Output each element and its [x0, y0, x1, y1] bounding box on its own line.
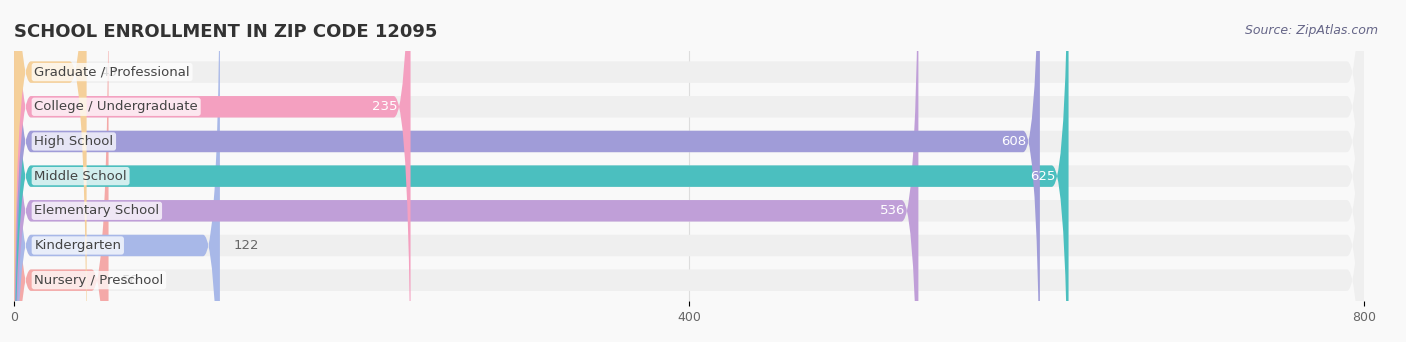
Text: Kindergarten: Kindergarten: [34, 239, 121, 252]
FancyBboxPatch shape: [14, 0, 1364, 342]
FancyBboxPatch shape: [14, 0, 1364, 342]
FancyBboxPatch shape: [14, 0, 1364, 342]
Text: SCHOOL ENROLLMENT IN ZIP CODE 12095: SCHOOL ENROLLMENT IN ZIP CODE 12095: [14, 23, 437, 41]
FancyBboxPatch shape: [14, 0, 1069, 342]
FancyBboxPatch shape: [14, 0, 1364, 342]
Text: Elementary School: Elementary School: [34, 204, 159, 217]
FancyBboxPatch shape: [14, 0, 1364, 342]
Text: High School: High School: [34, 135, 114, 148]
Text: 56: 56: [122, 274, 139, 287]
Text: 43: 43: [100, 66, 117, 79]
Text: Source: ZipAtlas.com: Source: ZipAtlas.com: [1244, 24, 1378, 37]
FancyBboxPatch shape: [14, 0, 219, 342]
Text: 625: 625: [1029, 170, 1054, 183]
FancyBboxPatch shape: [14, 0, 87, 342]
FancyBboxPatch shape: [14, 0, 1364, 342]
Text: 608: 608: [1001, 135, 1026, 148]
Text: Graduate / Professional: Graduate / Professional: [34, 66, 190, 79]
Text: 122: 122: [233, 239, 259, 252]
FancyBboxPatch shape: [14, 0, 1364, 342]
FancyBboxPatch shape: [14, 0, 411, 342]
FancyBboxPatch shape: [14, 0, 108, 342]
Text: Nursery / Preschool: Nursery / Preschool: [34, 274, 163, 287]
Text: 235: 235: [371, 100, 396, 113]
FancyBboxPatch shape: [14, 0, 918, 342]
Text: 536: 536: [880, 204, 905, 217]
Text: College / Undergraduate: College / Undergraduate: [34, 100, 198, 113]
Text: Middle School: Middle School: [34, 170, 127, 183]
FancyBboxPatch shape: [14, 0, 1040, 342]
